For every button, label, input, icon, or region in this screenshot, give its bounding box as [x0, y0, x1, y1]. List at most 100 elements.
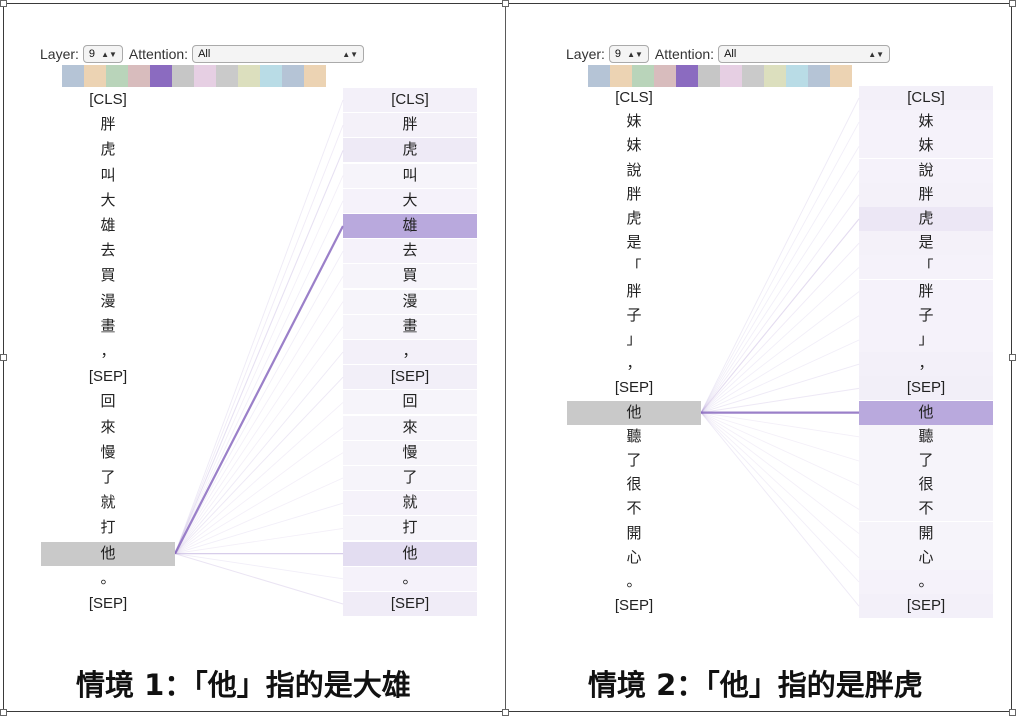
- key-token[interactable]: ，: [343, 340, 477, 364]
- query-token[interactable]: ，: [567, 352, 701, 376]
- key-token[interactable]: 胖: [859, 279, 993, 304]
- key-token[interactable]: 聽: [859, 424, 993, 449]
- query-token[interactable]: 開: [567, 522, 701, 546]
- query-token[interactable]: 很: [567, 473, 701, 497]
- attention-head-swatch[interactable]: [764, 65, 786, 87]
- query-token[interactable]: 了: [567, 449, 701, 473]
- attention-head-swatch[interactable]: [150, 65, 172, 87]
- resize-handle-middle-left[interactable]: [0, 354, 7, 361]
- key-token[interactable]: 不: [859, 497, 993, 522]
- query-token[interactable]: 心: [567, 546, 701, 570]
- attention-head-swatch[interactable]: [62, 65, 84, 87]
- query-token[interactable]: 來: [41, 416, 175, 440]
- attention-head-swatch[interactable]: [588, 65, 610, 87]
- key-token[interactable]: 虎: [343, 138, 477, 163]
- key-token[interactable]: [SEP]: [343, 592, 477, 616]
- key-token[interactable]: 心: [859, 545, 993, 570]
- query-token[interactable]: ，: [41, 340, 175, 364]
- query-token[interactable]: 去: [41, 239, 175, 263]
- attention-head-swatch[interactable]: [84, 65, 106, 87]
- attention-head-swatch[interactable]: [172, 65, 194, 87]
- key-token[interactable]: 了: [343, 466, 477, 490]
- attention-head-swatch[interactable]: [654, 65, 676, 87]
- query-token[interactable]: [SEP]: [567, 376, 701, 400]
- attention-head-swatch[interactable]: [698, 65, 720, 87]
- key-token[interactable]: 子: [859, 303, 993, 328]
- query-token[interactable]: [CLS]: [567, 86, 701, 110]
- key-token[interactable]: 很: [859, 473, 993, 498]
- key-token[interactable]: 胖: [343, 113, 477, 138]
- query-token[interactable]: 他: [567, 400, 701, 425]
- query-token[interactable]: 打: [41, 516, 175, 540]
- query-token[interactable]: 說: [567, 159, 701, 183]
- query-token[interactable]: 就: [41, 491, 175, 515]
- query-token[interactable]: [SEP]: [41, 365, 175, 389]
- key-token[interactable]: 妹: [859, 110, 993, 135]
- query-token[interactable]: 虎: [41, 138, 175, 162]
- key-token[interactable]: 漫: [343, 289, 477, 314]
- key-token[interactable]: 「: [859, 255, 993, 280]
- query-token[interactable]: 回: [41, 390, 175, 414]
- attention-head-swatch[interactable]: [720, 65, 742, 87]
- query-token[interactable]: [CLS]: [41, 88, 175, 112]
- key-token[interactable]: [CLS]: [343, 88, 477, 112]
- key-token[interactable]: 雄: [343, 214, 477, 238]
- query-token[interactable]: 是: [567, 231, 701, 255]
- key-token[interactable]: 大: [343, 188, 477, 213]
- query-token[interactable]: 他: [41, 541, 175, 566]
- key-token[interactable]: 就: [343, 491, 477, 516]
- attention-head-swatch[interactable]: [304, 65, 326, 87]
- key-token[interactable]: 了: [859, 449, 993, 473]
- query-token[interactable]: 買: [41, 264, 175, 288]
- attention-head-swatch[interactable]: [128, 65, 150, 87]
- query-token[interactable]: 。: [567, 570, 701, 594]
- attention-select[interactable]: All ▲▼: [192, 45, 365, 63]
- key-token[interactable]: 開: [859, 521, 993, 546]
- query-token[interactable]: 妹: [567, 110, 701, 134]
- attention-head-swatch[interactable]: [742, 65, 764, 87]
- resize-handle-top-middle[interactable]: [502, 0, 509, 7]
- attention-head-swatch[interactable]: [632, 65, 654, 87]
- key-token[interactable]: 去: [343, 239, 477, 264]
- resize-handle-top-left[interactable]: [0, 0, 7, 7]
- key-token[interactable]: 他: [859, 400, 993, 425]
- resize-handle-middle-right[interactable]: [1009, 354, 1016, 361]
- query-token[interactable]: 不: [567, 497, 701, 521]
- query-token[interactable]: 子: [567, 304, 701, 328]
- query-token[interactable]: 胖: [567, 183, 701, 207]
- key-token[interactable]: 說: [859, 158, 993, 183]
- key-token[interactable]: 打: [343, 516, 477, 541]
- key-token[interactable]: 來: [343, 415, 477, 440]
- layer-select[interactable]: 9 ▲▼: [82, 45, 123, 63]
- query-token[interactable]: 聽: [567, 425, 701, 449]
- key-token[interactable]: 回: [343, 390, 477, 415]
- key-token[interactable]: 是: [859, 231, 993, 256]
- attention-head-swatch[interactable]: [676, 65, 698, 87]
- key-token[interactable]: 。: [859, 570, 993, 594]
- attention-head-swatch[interactable]: [260, 65, 282, 87]
- key-token[interactable]: [SEP]: [859, 376, 993, 401]
- key-token[interactable]: 叫: [343, 163, 477, 188]
- query-token[interactable]: 胖: [41, 113, 175, 137]
- query-token[interactable]: 「: [567, 255, 701, 279]
- query-token[interactable]: 叫: [41, 164, 175, 188]
- key-token[interactable]: 買: [343, 264, 477, 289]
- key-token[interactable]: [SEP]: [343, 365, 477, 390]
- query-token[interactable]: 畫: [41, 315, 175, 339]
- query-token[interactable]: 了: [41, 466, 175, 490]
- key-token[interactable]: 畫: [343, 314, 477, 339]
- attention-head-swatch[interactable]: [808, 65, 830, 87]
- resize-handle-top-right[interactable]: [1009, 0, 1016, 7]
- query-token[interactable]: 大: [41, 189, 175, 213]
- attention-head-swatch[interactable]: [282, 65, 304, 87]
- query-token[interactable]: 」: [567, 328, 701, 352]
- query-token[interactable]: 漫: [41, 290, 175, 314]
- attention-select[interactable]: All ▲▼: [718, 45, 891, 63]
- query-token[interactable]: 。: [41, 567, 175, 591]
- key-token[interactable]: 他: [343, 541, 477, 566]
- key-token[interactable]: 虎: [859, 207, 993, 231]
- key-token[interactable]: [CLS]: [859, 86, 993, 110]
- key-token[interactable]: 」: [859, 328, 993, 352]
- key-token[interactable]: ，: [859, 352, 993, 377]
- attention-head-swatch[interactable]: [610, 65, 632, 87]
